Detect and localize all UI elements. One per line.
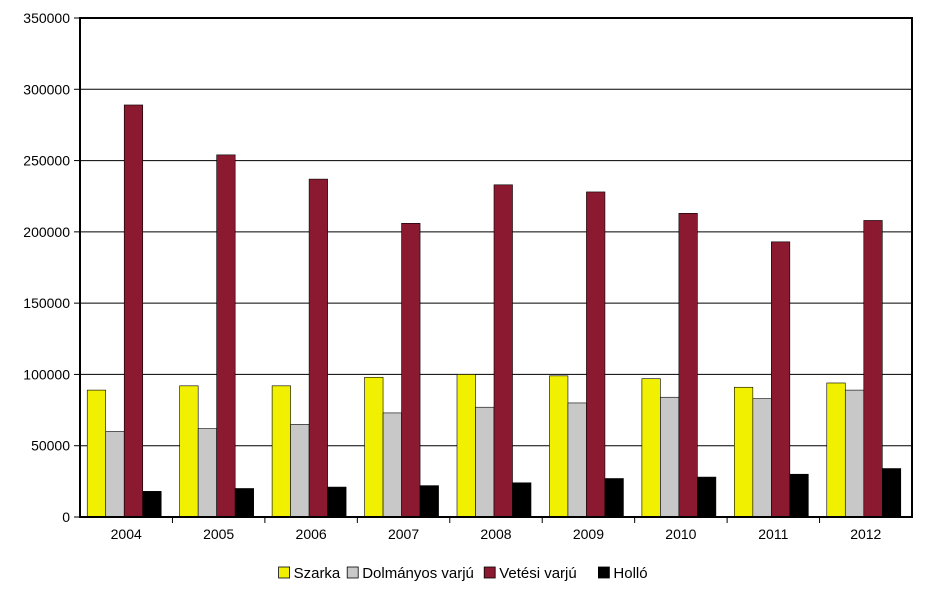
y-tick-label: 50000 (31, 438, 70, 454)
bar-dolmanyos-varju-2011 (752, 398, 772, 518)
y-tick-label: 100000 (23, 366, 70, 382)
x-tick-label: 2011 (758, 526, 788, 542)
bar-vetesi-varju-2007 (401, 223, 421, 518)
y-tick-label: 200000 (23, 224, 70, 240)
y-tick-label: 0 (62, 509, 70, 525)
bar-szarka-2007 (364, 376, 384, 518)
bar-vetesi-varju-2005 (216, 154, 236, 518)
bar-vetesi-varju-2006 (308, 178, 328, 518)
bar-dolmanyos-varju-2006 (290, 424, 310, 518)
bar-dolmanyos-varju-2008 (475, 406, 495, 518)
legend-label-dolmanyos-varju: Dolmányos varjú (362, 565, 474, 582)
legend-swatch-hollo (598, 566, 610, 579)
bars (86, 104, 902, 518)
legend-swatch-vetesi-varju (483, 566, 496, 579)
bar-szarka-2009 (549, 375, 569, 518)
bar-vetesi-varju-2011 (771, 241, 791, 518)
bar-vetesi-varju-2009 (586, 191, 606, 518)
x-tick-label: 2012 (850, 526, 881, 542)
bar-hollo-2010 (697, 476, 717, 518)
bar-dolmanyos-varju-2009 (567, 402, 587, 518)
bar-dolmanyos-varju-2012 (844, 389, 865, 518)
bar-szarka-2005 (179, 385, 199, 518)
bar-hollo-2006 (327, 486, 347, 518)
plot-frame (79, 17, 913, 518)
y-tick-label: 300000 (23, 81, 70, 97)
bar-dolmanyos-varju-2010 (660, 396, 680, 518)
x-tick-label: 2004 (111, 526, 142, 542)
x-tick-label: 2006 (296, 526, 327, 542)
bar-hollo-2009 (604, 478, 624, 518)
y-tick-label: 250000 (23, 153, 70, 169)
bar-szarka-2006 (271, 385, 291, 518)
bar-szarka-2012 (826, 382, 846, 518)
legend-label-hollo: Holló (613, 565, 647, 582)
legend-swatch-szarka (278, 566, 291, 579)
x-tick-label: 2010 (665, 526, 696, 542)
bar-vetesi-varju-2008 (493, 184, 513, 518)
bar-hollo-2004 (142, 491, 162, 518)
bar-hollo-2007 (419, 485, 439, 518)
bar-vetesi-varju-2010 (678, 213, 698, 518)
bar-hollo-2005 (234, 488, 254, 518)
x-tick-label: 2009 (573, 526, 604, 542)
bar-dolmanyos-varju-2005 (197, 428, 217, 518)
y-axis-ticks: 0 50000 100000 150000 200000 250000 300000 3500… (23, 10, 80, 525)
bar-dolmanyos-varju-2004 (105, 431, 125, 518)
bar-vetesi-varju-2004 (123, 104, 144, 518)
legend-label-vetesi-varju: Vetési varjú (499, 565, 577, 582)
x-tick-label: 2005 (203, 526, 234, 542)
bar-hollo-2011 (789, 473, 809, 518)
legend-swatch-dolmanyos-varju (346, 566, 359, 579)
x-tick-label: 2008 (480, 526, 511, 542)
y-tick-label: 150000 (23, 295, 70, 311)
legend: Szarka Dolmányos varjú Vetési varjú Holló (278, 565, 648, 582)
bar-szarka-2011 (734, 386, 754, 518)
legend-label-szarka: Szarka (294, 565, 341, 582)
y-tick-label: 350000 (23, 10, 70, 26)
bar-hollo-2008 (512, 482, 532, 518)
bar-vetesi-varju-2012 (863, 220, 883, 518)
bar-szarka-2004 (86, 389, 107, 518)
x-axis-ticks: 2004 2005 2006 2007 2008 2009 2010 2011 2012 (111, 517, 882, 542)
bar-szarka-2008 (456, 374, 476, 518)
bar-hollo-2012 (881, 468, 902, 518)
bar-dolmanyos-varju-2007 (382, 412, 402, 518)
x-tick-label: 2007 (388, 526, 419, 542)
bar-szarka-2010 (641, 378, 661, 518)
